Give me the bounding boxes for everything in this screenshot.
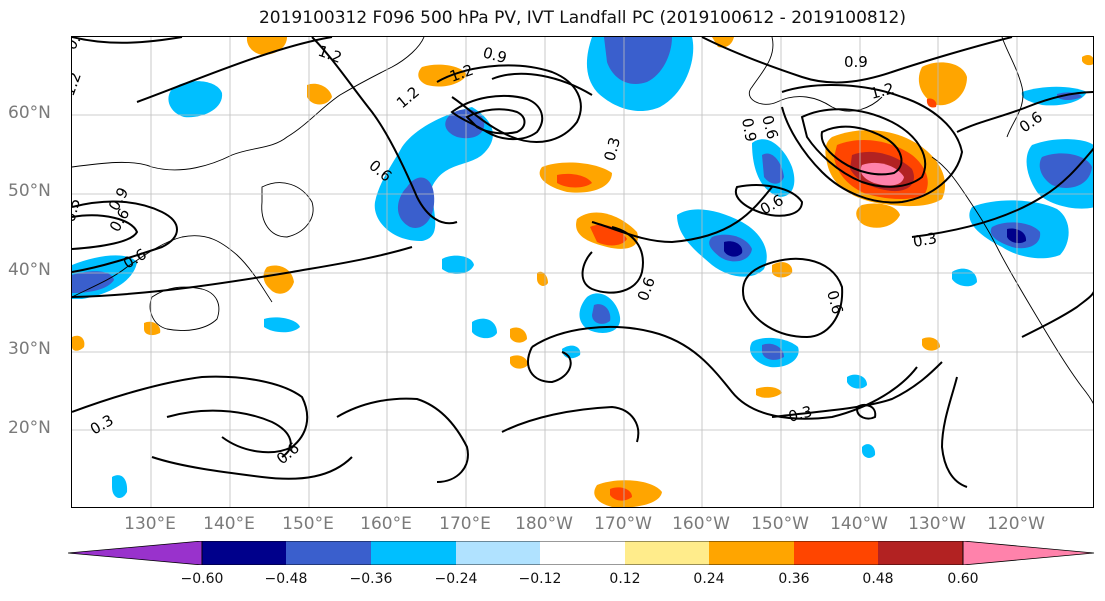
contour-label: 0.9: [844, 53, 868, 71]
lon-label-160w: 160°W: [672, 514, 730, 534]
figure-title: 2019100312 F096 500 hPa PV, IVT Landfall…: [258, 8, 906, 28]
lon-label-170w: 170°W: [594, 514, 652, 534]
colorbar-svg: [67, 540, 1095, 566]
contour-label: 1.2: [447, 61, 476, 86]
colorbar-tick: 0.60: [947, 571, 979, 587]
colorbar-swatch: [878, 541, 963, 565]
lon-label-140e: 140°E: [203, 514, 255, 534]
colorbar-tick: −0.36: [349, 571, 393, 587]
lon-label-150e: 150°E: [282, 514, 334, 534]
lat-label-50n: 50°N: [8, 181, 51, 201]
contour-label: 0.6: [1016, 108, 1046, 136]
colorbar-swatch: [540, 541, 625, 565]
colorbar-tick: −0.24: [434, 571, 478, 587]
map-canvas: 0.9 1.2 0.9 1.2 1.2 0.6 0.3 0.9 1.2 0.6 …: [72, 37, 1093, 507]
lon-label-130w: 130°W: [908, 514, 966, 534]
colorbar-swatch: [202, 541, 286, 565]
lat-label-40n: 40°N: [8, 260, 51, 280]
lat-label-20n: 20°N: [8, 418, 51, 438]
colorbar-swatch: [456, 541, 540, 565]
colorbar-tick: −0.12: [518, 571, 562, 587]
contour-label: 1.2: [316, 42, 345, 67]
contour-label: 0.9: [105, 184, 133, 214]
colorbar-swatch: [794, 541, 878, 565]
colorbar-tick: 0.48: [862, 571, 894, 587]
pv-contours: [72, 37, 1093, 488]
contour-label: 0.3: [786, 402, 814, 426]
lon-label-180w: 180°W: [515, 514, 573, 534]
colorbar-tick: −0.48: [264, 571, 308, 587]
colorbar-swatch: [709, 541, 794, 565]
map-panel: 0.9 1.2 0.9 1.2 1.2 0.6 0.3 0.9 1.2 0.6 …: [71, 36, 1094, 508]
lon-label-140w: 140°W: [830, 514, 888, 534]
contour-label: 0.9: [738, 117, 760, 144]
contour-label: 0.6: [634, 275, 659, 304]
colorbar-extend-low: [67, 540, 203, 566]
colorbar-tick: 0.12: [609, 571, 641, 587]
lon-label-170e: 170°E: [439, 514, 491, 534]
colorbar-tick: 0.36: [778, 571, 810, 587]
lon-label-160e: 160°E: [360, 514, 412, 534]
ivt-shading: [72, 37, 1093, 507]
colorbar-extend-high: [962, 540, 1095, 566]
lon-label-130e: 130°E: [124, 514, 176, 534]
colorbar-swatch: [286, 541, 371, 565]
graticule: [72, 37, 1093, 507]
contour-label: 1.2: [868, 79, 896, 103]
contour-label: 1.2: [72, 70, 85, 99]
contour-label: 0.9: [481, 43, 509, 67]
contour-label: 0.6: [273, 439, 303, 468]
lat-label-30n: 30°N: [8, 339, 51, 359]
colorbar: [67, 540, 1098, 569]
colorbar-tick: 0.24: [693, 571, 725, 587]
contour-label: 0.6: [758, 113, 782, 141]
colorbar-swatch: [371, 541, 456, 565]
contour-label: 0.6: [823, 288, 847, 316]
lat-label-60n: 60°N: [8, 103, 51, 123]
colorbar-tick: −0.60: [180, 571, 224, 587]
colorbar-swatch: [625, 541, 709, 565]
contour-label: 0.5: [72, 196, 84, 224]
coastlines: [72, 37, 1093, 404]
lon-label-150w: 150°W: [751, 514, 809, 534]
contour-label: 0.3: [600, 135, 624, 163]
contour-label: 0.3: [87, 411, 117, 439]
contour-label: 1.2: [393, 83, 423, 112]
contour-label: 0.3: [912, 229, 939, 251]
lon-label-120w: 120°W: [987, 514, 1045, 534]
